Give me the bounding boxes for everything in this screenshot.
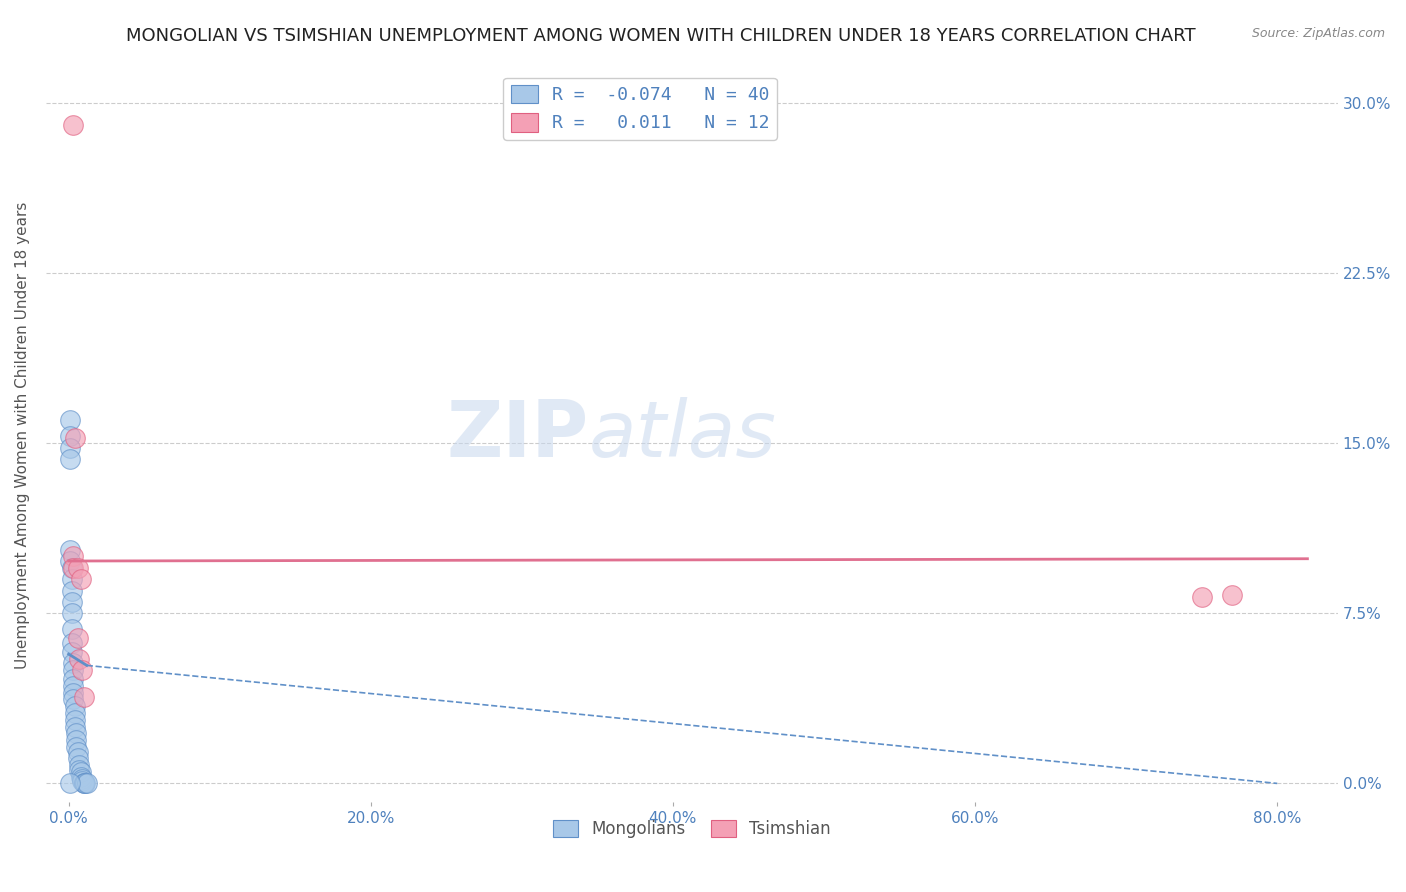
Point [70,663,93,677]
Point [73,776,96,790]
Point [60,583,83,598]
Point [63,713,86,727]
Point [66,631,89,645]
Point [65,733,87,747]
Point [75,776,97,790]
Point [65,726,87,740]
Point [60,572,83,586]
Point [70,774,93,789]
Point [62,118,84,132]
Point [59,413,82,427]
Y-axis label: Unemployment Among Women with Children Under 18 years: Unemployment Among Women with Children U… [15,202,30,669]
Point [63,720,86,734]
Point [67,758,90,772]
Point [66,745,89,759]
Point [62,692,84,706]
Point [60,606,83,620]
Point [60,636,83,650]
Point [59,441,82,455]
Point [1220,588,1243,602]
Point [60,622,83,636]
Point [59,776,82,790]
Point [63,699,86,714]
Point [62,672,84,686]
Text: ZIP: ZIP [446,397,589,473]
Point [60,595,83,609]
Text: MONGOLIAN VS TSIMSHIAN UNEMPLOYMENT AMONG WOMEN WITH CHILDREN UNDER 18 YEARS COR: MONGOLIAN VS TSIMSHIAN UNEMPLOYMENT AMON… [127,27,1195,45]
Point [59,554,82,568]
Point [69,765,91,780]
Point [63,432,86,446]
Text: Source: ZipAtlas.com: Source: ZipAtlas.com [1251,27,1385,40]
Point [59,429,82,443]
Point [62,679,84,693]
Point [66,751,89,765]
Point [65,740,87,755]
Point [60,645,83,659]
Point [66,561,89,575]
Legend: Mongolians, Tsimshian: Mongolians, Tsimshian [547,813,837,845]
Point [62,656,84,670]
Point [76,776,98,790]
Point [59,451,82,466]
Point [63,706,86,720]
Point [70,772,93,786]
Point [73,690,96,705]
Point [73,776,96,790]
Point [62,549,84,564]
Point [62,685,84,699]
Text: atlas: atlas [589,397,776,473]
Point [60,561,83,575]
Point [69,770,91,784]
Point [59,542,82,557]
Point [67,651,90,665]
Point [67,763,90,777]
Point [69,572,91,586]
Point [62,663,84,677]
Point [62,561,84,575]
Point [1191,591,1213,605]
